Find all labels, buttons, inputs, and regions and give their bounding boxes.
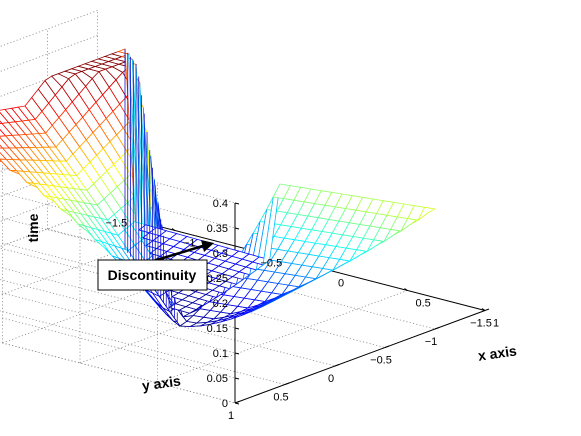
y-tick-label: −1: [425, 336, 438, 348]
y-tick-label: −0.5: [370, 355, 392, 367]
wall-grid-line: [0, 166, 236, 229]
z-tick-label: 0.1: [213, 348, 228, 360]
annotation-arrow: [149, 243, 207, 264]
z-tick-label: 0.15: [207, 323, 228, 335]
floor-grid-line: [157, 290, 408, 384]
tick-labels: 0 0.05 0.1 0.15 0.2 0.25 0.3 0.35 0.4 −1.5 −1 −0.5 0…: [106, 198, 500, 422]
x-tick-mark: [481, 308, 486, 311]
x-tick-label: −1: [183, 238, 196, 250]
annotation-arrowhead: [201, 240, 214, 252]
z-tick-label: 0: [222, 398, 228, 410]
floor-grid-line: [0, 247, 386, 348]
floor-grid-line: [0, 310, 286, 385]
floor-grid-line: [47, 228, 436, 330]
z-tick-mark: [234, 227, 240, 230]
z-tick-mark: [234, 327, 240, 330]
z-tick-label: 0.25: [207, 273, 228, 285]
wall-grid-line: [0, 10, 98, 48]
y-tick-label: 0.5: [273, 392, 288, 404]
z-tick-label: 0.3: [213, 248, 228, 260]
wall-grid-line: [0, 316, 236, 379]
x-tick-label: 1: [493, 318, 499, 330]
z-axis-label: time: [25, 213, 41, 242]
annotation-text: Discontinuity: [108, 267, 197, 283]
wall-grid-line: [0, 341, 236, 404]
x-tick-label: −0.5: [261, 258, 283, 270]
floor-grid-line: [0, 279, 336, 367]
x-tick-label: −1.5: [106, 218, 128, 230]
z-tick-label: 0.35: [207, 223, 228, 235]
z-tick-label: 0.2: [213, 298, 228, 310]
y-tick-label: 1: [228, 410, 234, 422]
z-tick-mark: [234, 202, 240, 205]
x-tick-mark: [171, 228, 176, 231]
x-axis-label: x axis: [477, 342, 518, 363]
y-tick-mark: [234, 401, 240, 404]
wall-grid-line: [0, 35, 98, 73]
y-tick-mark: [284, 382, 290, 385]
x-tick-label: 0: [338, 278, 344, 290]
x-tick-label: 0.5: [416, 298, 431, 310]
y-tick-label: 0: [328, 373, 334, 385]
x-tick-mark: [404, 288, 408, 291]
y-tick-mark: [384, 345, 390, 348]
wall-grid-line: [0, 141, 236, 204]
y-axis-line: [234, 310, 486, 404]
mesh-cell: [417, 206, 437, 221]
y-tick-label: −1.5: [470, 318, 492, 330]
wall-grid-line: [0, 291, 236, 354]
y-tick-mark: [434, 327, 440, 330]
z-tick-label: 0.4: [213, 198, 228, 210]
y-tick-mark: [484, 308, 490, 311]
discontinuity-annotation: Discontinuity: [97, 240, 214, 291]
y-axis-label: y axis: [141, 372, 182, 393]
y-tick-mark: [334, 364, 340, 367]
z-tick-mark: [234, 377, 240, 380]
z-tick-mark: [234, 352, 240, 355]
annotation-box: [97, 259, 208, 291]
wall-grid-line: [0, 210, 98, 248]
z-tick-label: 0.05: [207, 373, 228, 385]
